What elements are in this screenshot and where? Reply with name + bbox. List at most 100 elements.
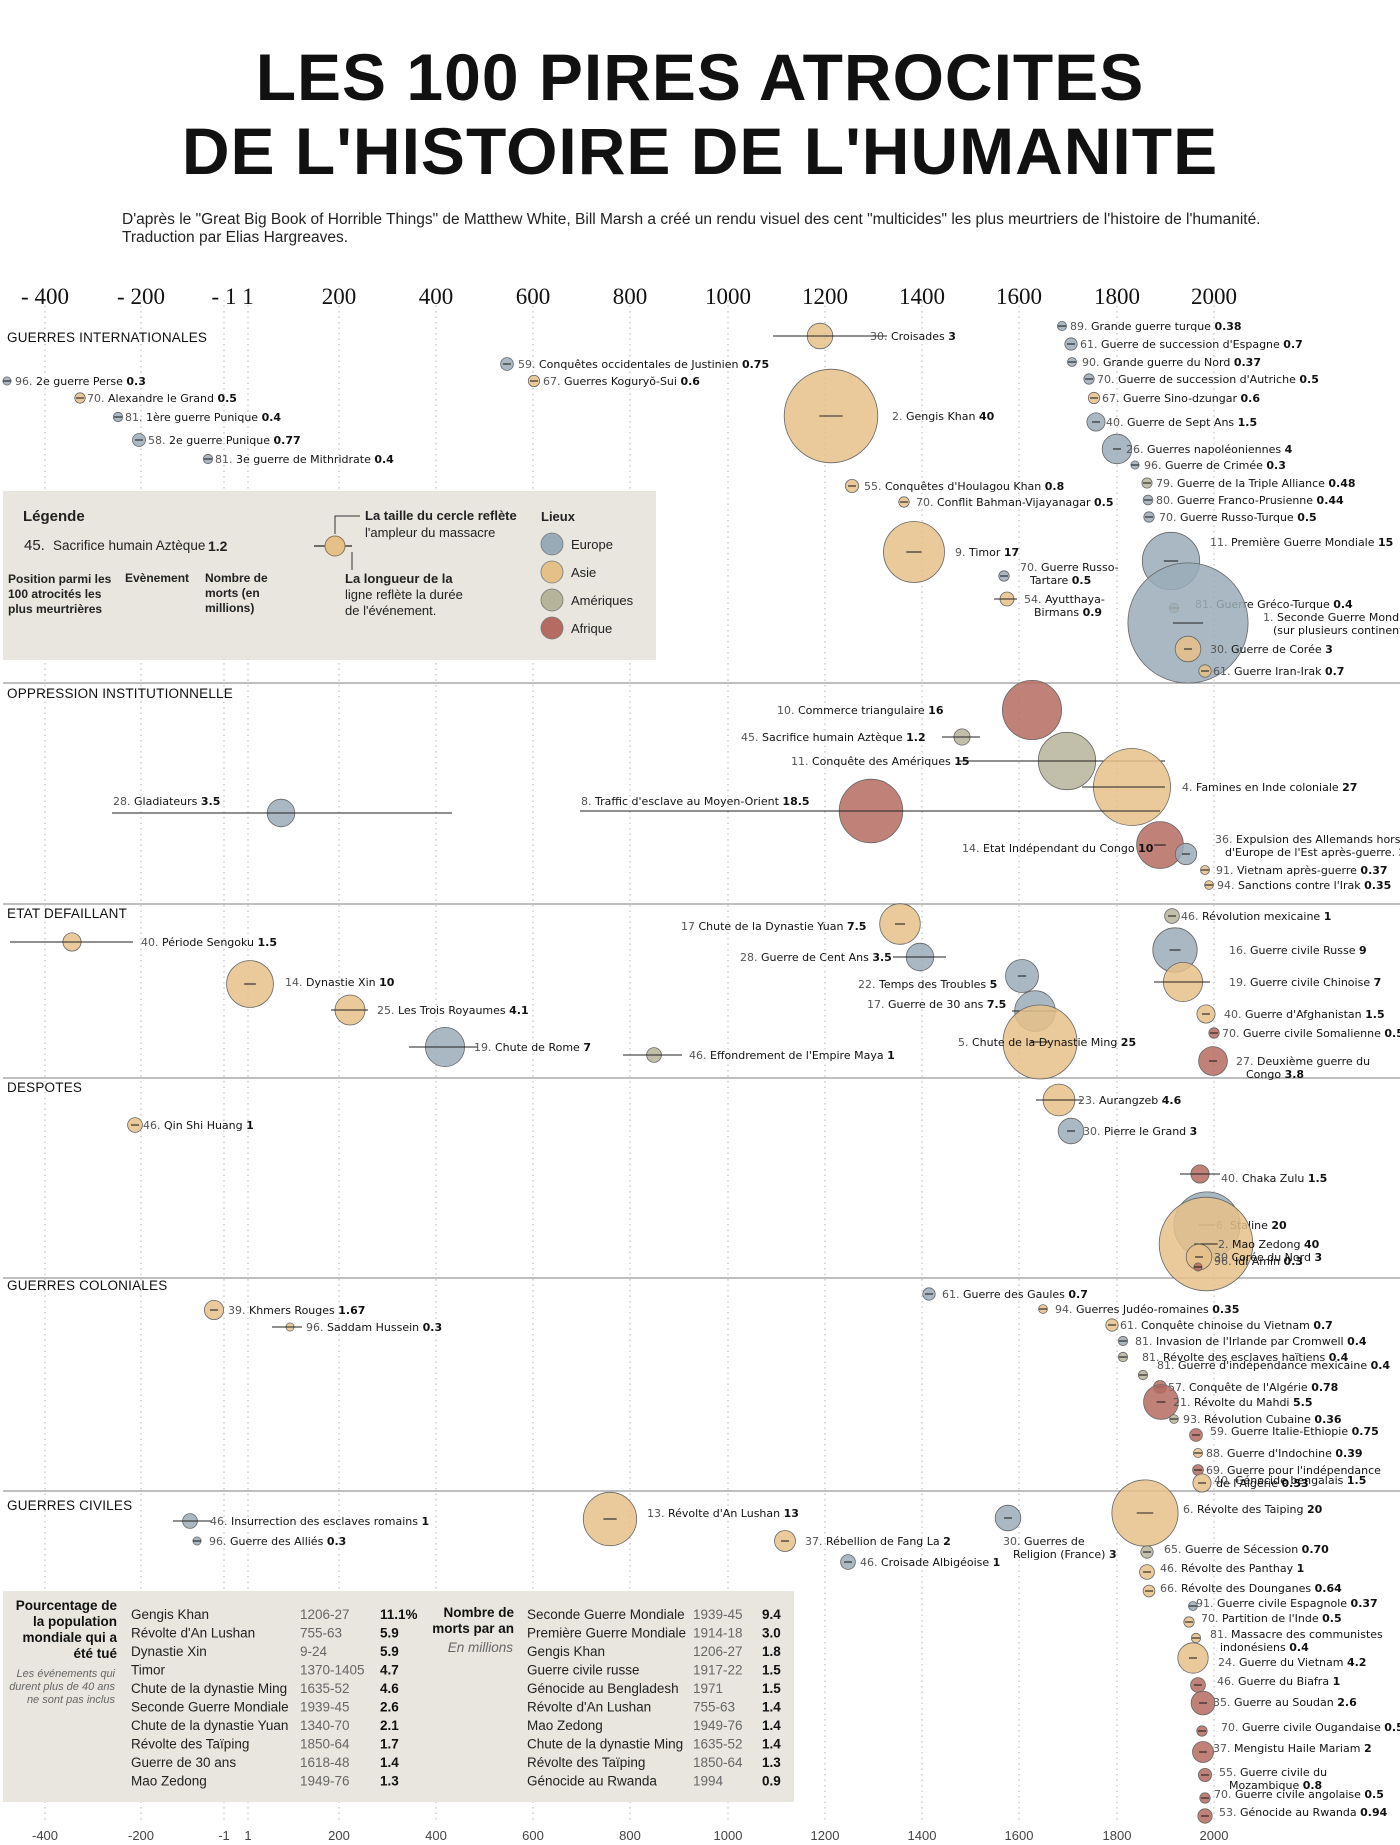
table-rate-years-6: 1949-76 — [693, 1718, 743, 1733]
legend-swatch-2 — [540, 588, 564, 612]
table-pct-event-7: Révolte des Taïping — [131, 1737, 249, 1752]
x-tick-bottom-10: 1400 — [908, 1828, 937, 1843]
table-rate-value-9: 0.9 — [762, 1774, 781, 1789]
x-tick-top-7: 800 — [613, 284, 648, 309]
event-43: 19. Chute de Rome 7 — [409, 1027, 591, 1068]
event-label-67: 94. Guerres Judéo-romaines 0.35 — [1055, 1303, 1239, 1316]
table-pct-years-6: 1340-70 — [300, 1718, 350, 1733]
event-label-94: 35. Guerre au Soudan 2.6 — [1213, 1696, 1357, 1709]
event-69: 81. Invasion de l'Irlande par Cromwell 0… — [1117, 1335, 1367, 1348]
table-rate-value-0: 9.4 — [762, 1607, 781, 1622]
event-40: 40. Période Sengoku 1.5 — [10, 932, 277, 952]
table-pct-years-9: 1949-76 — [300, 1774, 350, 1789]
event-81: 13. Révolte d'An Lushan 13 — [582, 1491, 799, 1547]
event-47: 22. Temps des Troubles 5 — [858, 959, 1039, 993]
table-rate-event-3: Guerre civile russe — [527, 1663, 640, 1678]
event-label-37: 36. Expulsion des Allemands hors d'Europe… — [1215, 833, 1400, 859]
event-label-95: 70. Guerre civile Ougandaise 0.5 — [1221, 1721, 1400, 1734]
event-92: 24. Guerre du Vietnam 4.2 — [1177, 1642, 1366, 1674]
x-tick-bottom-13: 2000 — [1200, 1828, 1229, 1843]
event-label-30: 10. Commerce triangulaire 16 — [777, 704, 944, 717]
event-82: 37. Rébellion de Fang La 2 — [774, 1530, 951, 1552]
event-label-87: 46. Révolte des Panthay 1 — [1160, 1562, 1304, 1575]
event-label-43: 19. Chute de Rome 7 — [474, 1041, 591, 1054]
table-rate-years-8: 1850-64 — [693, 1755, 743, 1770]
legend-place-0: Europe — [571, 537, 613, 552]
event-53: 40. Guerre d'Afghanistan 1.5 — [1196, 1004, 1385, 1024]
event-label-8: 2. Gengis Khan 40 — [892, 410, 995, 423]
event-0: 96. 2e guerre Perse 0.3 — [2, 375, 146, 388]
event-label-46: 28. Guerre de Cent Ans 3.5 — [740, 951, 892, 964]
event-label-39: 94. Sanctions contre l'Irak 0.35 — [1217, 879, 1391, 892]
table-rate-note: En millions — [448, 1640, 514, 1655]
event-circle-30 — [1002, 680, 1063, 741]
table-pct-value-0: 11.1% — [380, 1607, 418, 1622]
legend-example-value: 1.2 — [208, 538, 228, 554]
event-label-58: 30. Pierre le Grand 3 — [1083, 1125, 1197, 1138]
event-label-44: 46. Effondrement de l'Empire Maya 1 — [689, 1049, 895, 1062]
event-marks: 96. 2e guerre Perse 0.3 70. Alexandre le … — [2, 320, 1400, 1824]
legend-col-deaths: Nombre de morts (en millions) — [205, 571, 271, 615]
event-label-6: 67. Guerres Koguryŏ-Sui 0.6 — [543, 375, 700, 388]
table-pct-event-6: Chute de la dynastie Yuan — [131, 1718, 288, 1733]
event-83: 46. Croisade Albigéoise 1 — [840, 1554, 1000, 1570]
event-19: 40. Guerre de Sept Ans 1.5 — [1086, 412, 1257, 432]
event-label-85: 6. Révolte des Taiping 20 — [1183, 1503, 1323, 1516]
event-label-24: 70. Guerre Russo-Turque 0.5 — [1159, 511, 1317, 524]
event-9: 55. Conquêtes d'Houlagou Khan 0.8 — [845, 478, 1064, 493]
event-42: 25. Les Trois Royaumes 4.1 — [331, 994, 529, 1026]
table-rate-event-5: Révolte d'An Lushan — [527, 1700, 651, 1715]
event-15: 61. Guerre de succession d'Espagne 0.7 — [1064, 337, 1303, 351]
table-pct-years-5: 1939-45 — [300, 1700, 350, 1715]
event-39: 94. Sanctions contre l'Irak 0.35 — [1204, 879, 1391, 892]
event-label-86: 65. Guerre de Sécession 0.70 — [1164, 1543, 1329, 1556]
event-label-72: 57. Conquête de l'Algérie 0.78 — [1168, 1381, 1338, 1394]
table-rate-value-8: 1.3 — [762, 1755, 781, 1770]
table-pct-event-5: Seconde Guerre Mondiale — [131, 1700, 289, 1715]
event-20: 26. Guerres napoléoniennes 4 — [1101, 433, 1293, 465]
event-68: 61. Conquête chinoise du Vietnam 0.7 — [1105, 1318, 1333, 1332]
x-tick-top-3: 1 — [242, 284, 254, 309]
event-80: 96. Guerre des Alliés 0.3 — [192, 1535, 346, 1548]
table-pct-years-0: 1206-27 — [300, 1607, 350, 1622]
event-label-10: 70. Conflit Bahman-Vijayanagar 0.5 — [916, 496, 1114, 509]
x-tick-top-11: 1600 — [996, 284, 1042, 309]
event-label-64: 39. Khmers Rouges 1.67 — [228, 1304, 365, 1317]
table-rate-years-4: 1971 — [693, 1681, 723, 1696]
event-90: 70. Partition de l'Inde 0.5 — [1183, 1612, 1342, 1628]
event-33: 4. Famines en Inde coloniale 27 — [1082, 748, 1357, 826]
event-label-92: 24. Guerre du Vietnam 4.2 — [1218, 1656, 1366, 1669]
event-59: 40. Chaka Zulu 1.5 — [1180, 1164, 1327, 1185]
event-label-48: 17. Guerre de 30 ans 7.5 — [867, 998, 1006, 1011]
table-rate-event-1: Première Guerre Mondiale — [527, 1626, 686, 1641]
table-pct-event-0: Gengis Khan — [131, 1607, 209, 1622]
section-headers: GUERRES INTERNATIONALES OPPRESSION INSTIT… — [3, 330, 1400, 1513]
x-axis-top: - 400- 200- 1 1 200 400 600 800 1000 1200 1400 16… — [21, 284, 1237, 309]
legend-line-note: La longueur de la ligne reflète la durée… — [345, 571, 466, 618]
event-16: 90. Grande guerre du Nord 0.37 — [1067, 356, 1261, 369]
event-label-57: 23. Aurangzeb 4.6 — [1078, 1094, 1182, 1107]
table-rate-years-5: 755-63 — [693, 1700, 735, 1715]
event-label-73: 21. Révolte du Mahdi 5.5 — [1173, 1396, 1312, 1409]
event-62: 30 Corée du Nord 3 — [1185, 1243, 1322, 1271]
table-pct-years-1: 755-63 — [300, 1626, 342, 1641]
event-label-20: 26. Guerres napoléoniennes 4 — [1126, 443, 1293, 456]
event-23: 80. Guerre Franco-Prusienne 0.44 — [1142, 494, 1344, 507]
table-rate-event-2: Gengis Khan — [527, 1644, 605, 1659]
event-96: 37. Mengistu Haile Mariam 2 — [1192, 1741, 1372, 1763]
x-tick-bottom-4: 200 — [328, 1828, 350, 1843]
event-label-53: 40. Guerre d'Afghanistan 1.5 — [1224, 1008, 1385, 1021]
section-title-1: OPPRESSION INSTITUTIONNELLE — [7, 686, 233, 701]
x-tick-top-10: 1400 — [899, 284, 945, 309]
event-label-38: 91. Vietnam après-guerre 0.37 — [1216, 864, 1388, 877]
event-78: 40. Génocide bengalais 1.5 — [1192, 1473, 1366, 1493]
event-label-11: 9. Timor 17 — [955, 546, 1019, 559]
event-36: 14. Etat Indépendant du Congo 10 — [962, 821, 1184, 869]
table-rate-value-7: 1.4 — [762, 1737, 781, 1752]
section-title-3: DESPOTES — [7, 1080, 82, 1095]
table-rate-value-2: 1.8 — [762, 1644, 781, 1659]
event-label-68: 61. Conquête chinoise du Vietnam 0.7 — [1120, 1319, 1333, 1332]
event-label-40: 40. Période Sengoku 1.5 — [141, 936, 277, 949]
event-label-99: 53. Génocide au Rwanda 0.94 — [1219, 1806, 1388, 1819]
x-tick-bottom-7: 800 — [619, 1828, 641, 1843]
